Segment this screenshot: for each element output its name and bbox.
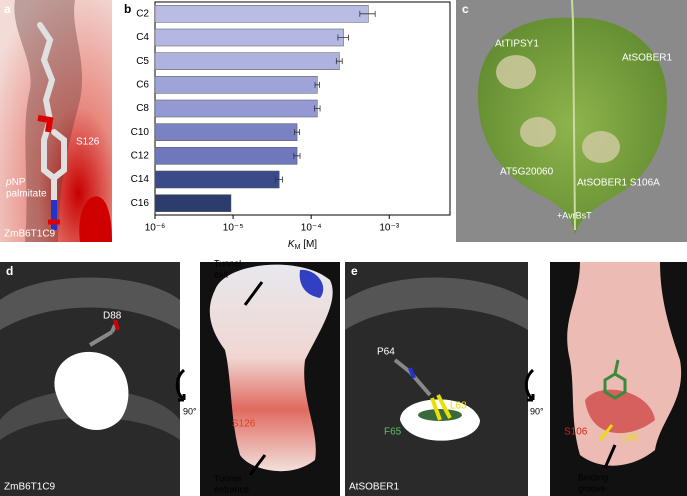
exit-label: Tunnel <box>214 258 241 268</box>
error-bar <box>313 105 321 112</box>
residue-label: P64 <box>377 347 395 358</box>
panel-label: a <box>4 2 11 16</box>
entrance-label: Tunnel <box>214 473 241 483</box>
panel-c: c AtTIPSY1 AtSOBER1 AT5G20060 AtSOBER1 S… <box>456 0 687 242</box>
residue-label: D88 <box>103 311 122 322</box>
y-tick-label: C6 <box>136 79 149 90</box>
error-bar <box>314 81 320 88</box>
x-axis-label-part: M <box>295 244 301 251</box>
exit-label: exit <box>214 269 229 279</box>
y-tick-label: C8 <box>136 103 149 114</box>
residue-label: S106 <box>564 427 588 438</box>
rotation-label: 90° <box>183 406 197 416</box>
residue-label: F65 <box>384 427 402 438</box>
residue-sticks <box>88 324 117 347</box>
y-tick-label: C12 <box>131 150 150 161</box>
residue-label: S126 <box>232 419 256 430</box>
basic-patch <box>299 269 324 298</box>
spot-label: AtTIPSY1 <box>495 39 539 50</box>
ridge <box>345 277 528 330</box>
ligand-label-2: palmitate <box>6 189 47 200</box>
panel-label: e <box>351 264 358 278</box>
groove-label: Binding <box>578 472 608 482</box>
error-bar <box>359 10 376 17</box>
x-tick-label: 10⁻⁵ <box>223 223 244 234</box>
bar <box>154 52 340 70</box>
panel-label: b <box>124 2 131 16</box>
bar <box>154 28 344 47</box>
panel-b: b 10⁻⁶ 10⁻⁵ 10⁻⁴ 10⁻³ C2 C4 C5 C6 C8 C10 C12 C14 C16… <box>124 1 451 251</box>
y-tick-label: C16 <box>131 198 150 209</box>
x-tick-label: 10⁻³ <box>379 223 399 234</box>
residue-label: L63 <box>450 401 467 412</box>
panel-label: c <box>462 2 469 16</box>
spot-label: AtSOBER1 S106A <box>577 178 660 189</box>
error-bar <box>293 129 300 136</box>
lesion <box>496 55 536 89</box>
bar <box>154 5 369 23</box>
groove-arrow <box>603 444 617 469</box>
rotation-label: 90° <box>530 406 544 416</box>
entrance-label: entrance <box>214 484 249 494</box>
bar <box>154 76 318 94</box>
protein-label: ZmB6T1C9 <box>4 482 56 493</box>
residue-nitrogen <box>408 367 416 379</box>
error-bar <box>337 34 349 41</box>
bar <box>154 170 280 189</box>
panel-e: e P64 L63 F65 AtSOBER1 90° S106 L63 Bind… <box>345 262 687 496</box>
x-axis-label-part: K <box>288 239 296 250</box>
rotation-arrow <box>175 368 186 402</box>
leucine-sticks <box>598 424 614 441</box>
x-axis-label: KM [M] <box>288 239 317 251</box>
protein-label: ZmB6T1C9 <box>4 229 56 240</box>
lesion <box>582 131 620 163</box>
groove-label: groove <box>578 483 606 493</box>
y-tick-label: C5 <box>136 56 149 67</box>
x-tick-label: 10⁻⁶ <box>145 223 166 234</box>
y-tick-label: C10 <box>131 127 150 138</box>
rotation-arrow <box>524 368 535 402</box>
acidic-patch <box>585 389 655 434</box>
ester-oxygen <box>37 115 54 133</box>
control-label: +AvrBsT <box>557 210 592 220</box>
error-bar <box>275 176 283 183</box>
residue-label: L89 <box>60 365 77 376</box>
x-axis-label-part: [M] <box>300 239 317 250</box>
panel-a: a S126 pNP palmitate ZmB6T1C9 <box>0 0 112 242</box>
bar <box>154 147 298 165</box>
tunnel-surface <box>209 264 333 472</box>
bar <box>154 99 318 118</box>
bar <box>154 194 232 212</box>
spot-label: AT5G20060 <box>500 167 554 178</box>
midrib <box>571 0 576 231</box>
ridge <box>0 277 180 330</box>
error-bar <box>335 58 343 65</box>
bar <box>154 123 298 141</box>
acidic-patch <box>79 196 112 242</box>
protein-label: AtSOBER1 <box>349 482 399 493</box>
tunnel-hole <box>54 351 129 430</box>
y-tick-label: C14 <box>131 174 150 185</box>
entrance-arrow <box>248 454 267 476</box>
error-bar <box>293 152 301 159</box>
ligand-sticks <box>37 22 67 203</box>
phenyl-sticks <box>603 359 627 400</box>
spot-label: AtSOBER1 <box>622 53 672 64</box>
residue-label: S126 <box>76 137 100 148</box>
y-tick-label: C4 <box>136 32 149 43</box>
ligand-rest: NP <box>12 177 26 188</box>
x-tick-label: 10⁻⁴ <box>301 223 322 234</box>
y-tick-label: C2 <box>136 8 149 19</box>
exit-arrow <box>243 281 264 306</box>
ligand-italic: p <box>5 177 12 188</box>
leucine-sticks <box>430 394 452 421</box>
ligand-label: pNP <box>5 177 26 188</box>
residue-oxygen <box>113 319 120 331</box>
lesion <box>520 117 556 147</box>
panel-label: d <box>6 264 13 278</box>
residue-label: L63 <box>622 433 639 444</box>
panel-d: d D88 L89 ZmB6T1C9 90° Tunnel exit S126 … <box>0 258 340 496</box>
